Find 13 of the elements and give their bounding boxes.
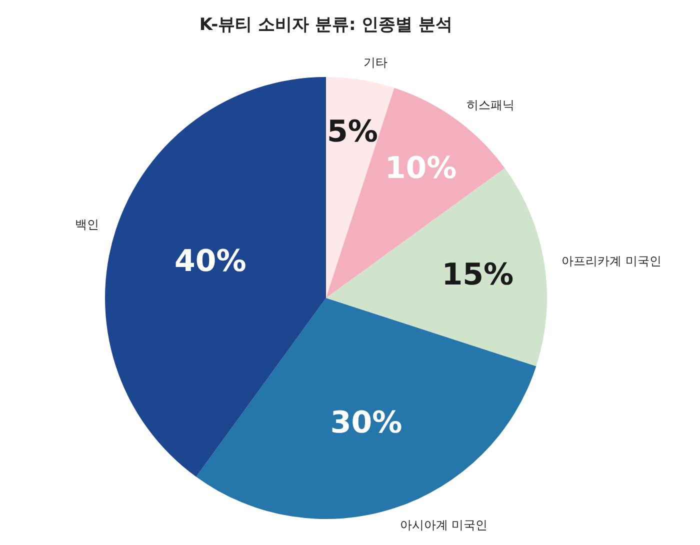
data-label: 30% <box>330 406 402 441</box>
pie-slice <box>105 77 326 477</box>
slice-label: 백인 <box>75 217 99 232</box>
data-label: 5% <box>326 114 378 150</box>
data-label: 40% <box>174 244 246 279</box>
slice-label: 아프리카계 미국인 <box>562 254 662 268</box>
slice-label: 아시아계 미국인 <box>400 518 488 532</box>
chart-title: K-뷰티 소비자 분류: 인종별 분석 <box>199 15 453 35</box>
slice-label: 히스패닉 <box>466 98 514 112</box>
data-label: 15% <box>442 257 514 292</box>
slice-label: 기타 <box>363 55 388 70</box>
pie-slice <box>196 298 536 519</box>
data-label: 10% <box>384 150 457 186</box>
